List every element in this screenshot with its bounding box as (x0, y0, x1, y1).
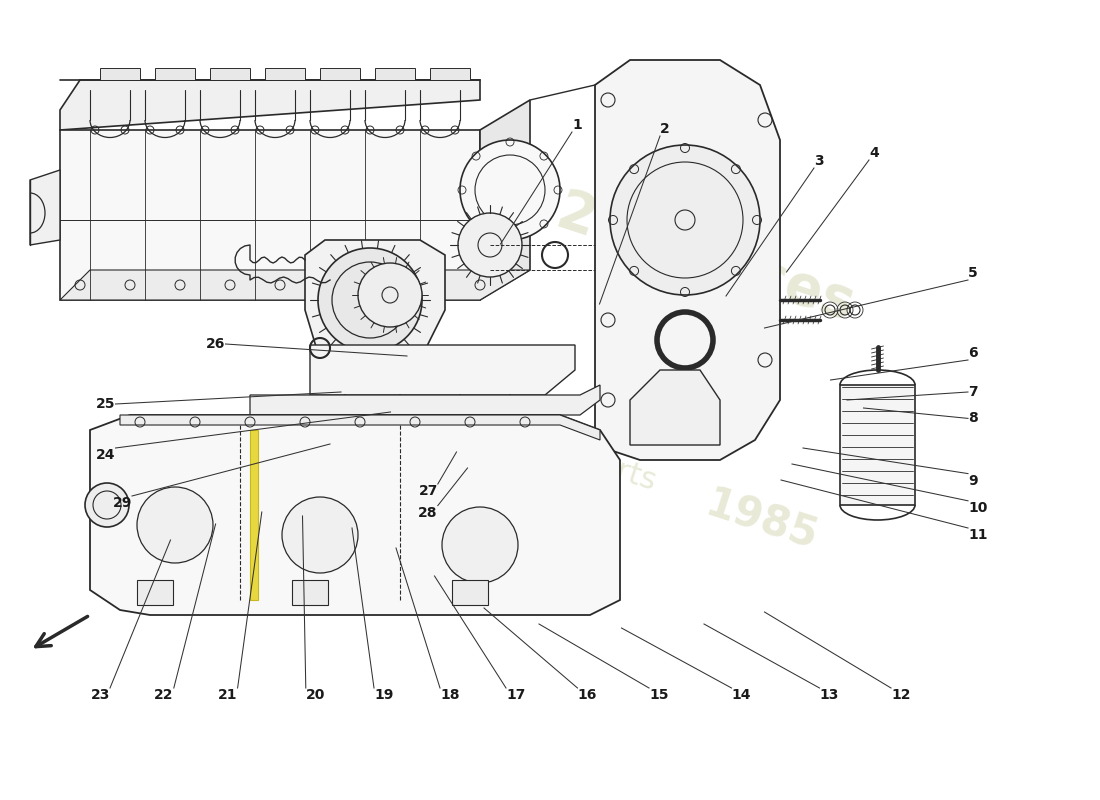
Bar (100, 68, 140, 80)
Text: 12: 12 (891, 688, 911, 702)
Polygon shape (120, 415, 600, 440)
Text: 3: 3 (814, 154, 824, 168)
Polygon shape (60, 270, 530, 300)
Text: 24: 24 (96, 448, 115, 462)
Polygon shape (480, 100, 530, 300)
Circle shape (460, 140, 560, 240)
Polygon shape (60, 130, 480, 300)
Text: 1985: 1985 (700, 483, 823, 559)
Circle shape (282, 497, 358, 573)
Text: 14: 14 (732, 688, 751, 702)
Polygon shape (60, 80, 480, 130)
Text: 2D2Daces: 2D2Daces (550, 185, 862, 332)
Text: 10: 10 (968, 501, 988, 515)
Circle shape (442, 507, 518, 583)
Text: 4: 4 (869, 146, 879, 160)
Bar (155, 68, 195, 80)
Bar (292, 580, 328, 605)
Text: 23: 23 (90, 688, 110, 702)
Polygon shape (310, 345, 575, 395)
Bar (453, 478, 468, 490)
Circle shape (458, 213, 522, 277)
Bar (452, 580, 488, 605)
Text: 18: 18 (440, 688, 460, 702)
Text: 1: 1 (572, 118, 582, 132)
Text: 13: 13 (820, 688, 839, 702)
Bar (503, 478, 517, 490)
Bar (338, 478, 352, 490)
Text: 11: 11 (968, 528, 988, 542)
Text: 27: 27 (418, 484, 438, 498)
Circle shape (138, 487, 213, 563)
Circle shape (358, 263, 422, 327)
Circle shape (85, 483, 129, 527)
Text: 8: 8 (968, 411, 978, 426)
Text: 26: 26 (206, 337, 225, 351)
Circle shape (360, 290, 379, 310)
Text: 22: 22 (154, 688, 174, 702)
Polygon shape (305, 240, 446, 365)
Bar (320, 68, 360, 80)
Text: 28: 28 (418, 506, 438, 520)
Bar (250, 430, 258, 600)
Bar (210, 68, 250, 80)
Text: 29: 29 (112, 496, 132, 510)
Text: 2: 2 (660, 122, 670, 136)
Text: 15: 15 (649, 688, 669, 702)
Text: 9: 9 (968, 474, 978, 488)
Polygon shape (90, 415, 620, 615)
Text: 25: 25 (96, 397, 115, 411)
Bar (138, 580, 173, 605)
Text: 5: 5 (968, 266, 978, 280)
Circle shape (318, 248, 422, 352)
Text: 20: 20 (306, 688, 326, 702)
Bar (375, 68, 415, 80)
Polygon shape (630, 370, 720, 445)
Text: 21: 21 (218, 688, 238, 702)
Polygon shape (30, 170, 60, 245)
Text: a passion for parts: a passion for parts (379, 381, 660, 496)
Text: 7: 7 (968, 385, 978, 399)
Bar (840, 385, 915, 505)
Polygon shape (250, 385, 600, 415)
Polygon shape (595, 60, 780, 460)
Text: 17: 17 (506, 688, 526, 702)
Bar (393, 478, 407, 490)
Text: 16: 16 (578, 688, 597, 702)
Circle shape (610, 145, 760, 295)
Text: 6: 6 (968, 346, 978, 360)
Text: 19: 19 (374, 688, 394, 702)
Bar (430, 68, 470, 80)
Bar (265, 68, 305, 80)
